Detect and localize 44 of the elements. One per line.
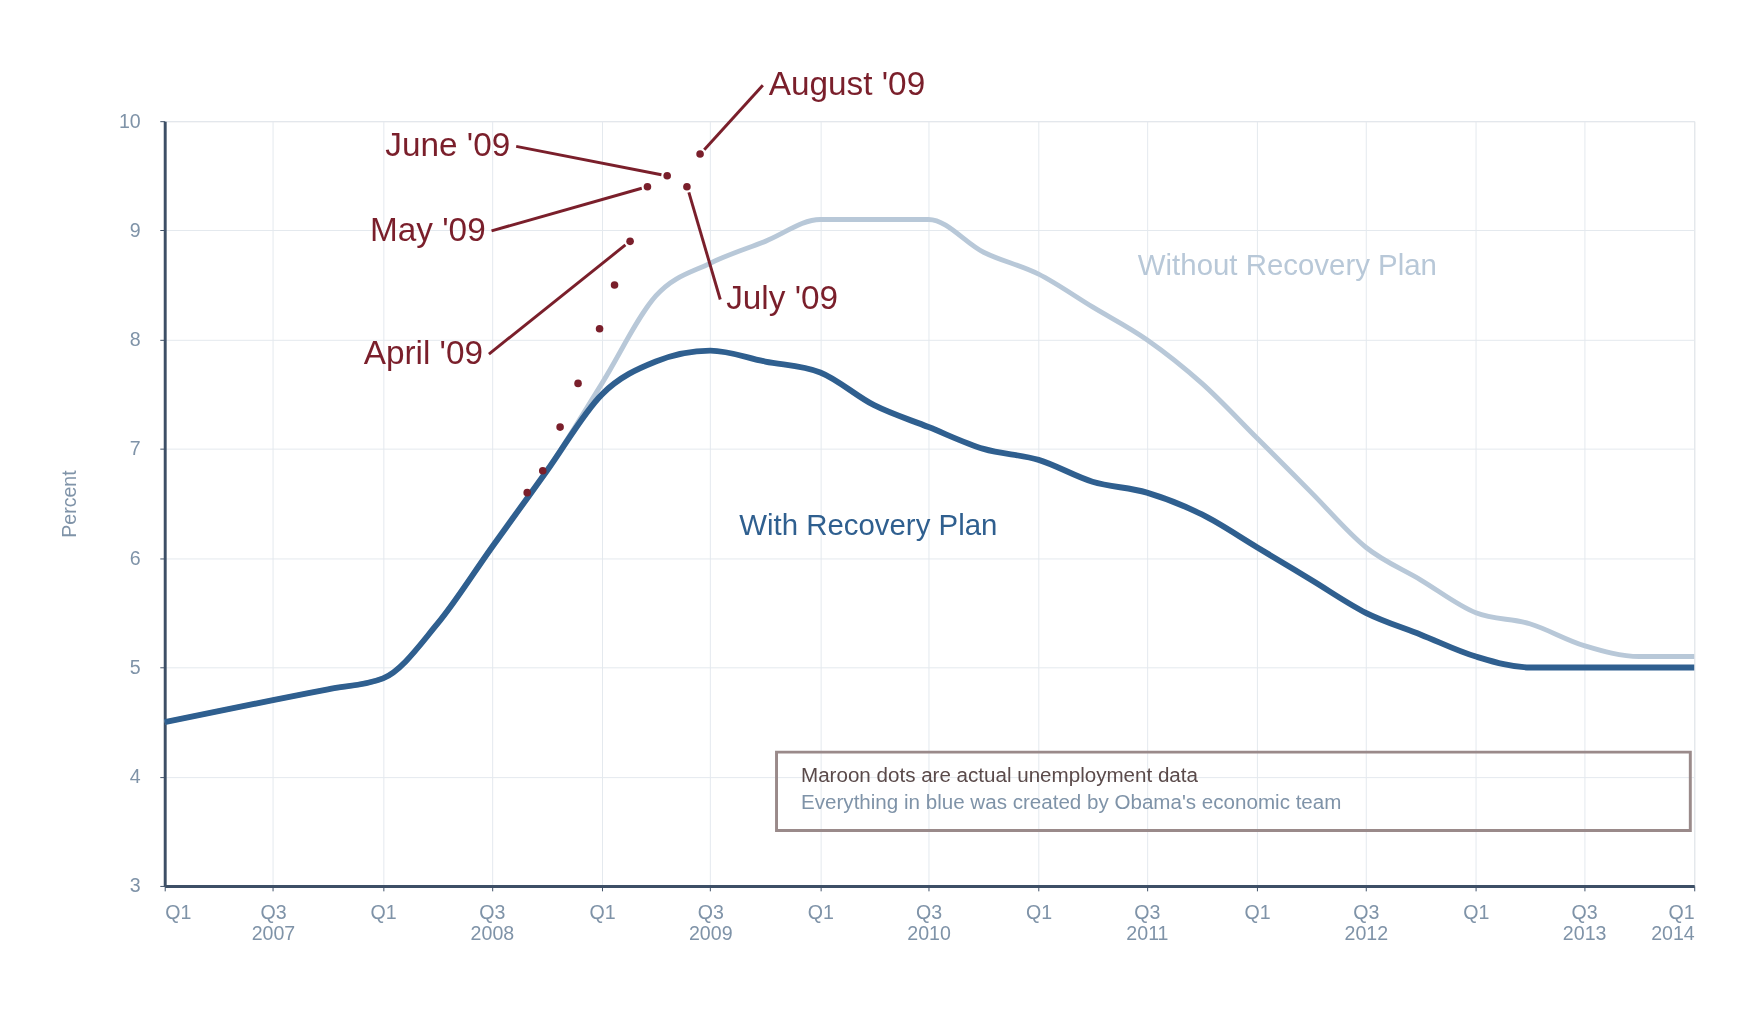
x-tick-label: Q1 bbox=[1244, 900, 1271, 923]
point bbox=[610, 281, 619, 289]
x-tick-label: Q1 bbox=[589, 900, 616, 923]
y-tick-label: 10 bbox=[118, 109, 141, 132]
point bbox=[626, 237, 634, 246]
annotation: Maroon dots are actual unemployment data bbox=[801, 762, 1199, 786]
annotation: August '09 bbox=[768, 65, 926, 103]
annotation: June '09 bbox=[385, 126, 511, 164]
series-label: Without Recovery Plan bbox=[1137, 248, 1437, 282]
x-tick-label: Q3 2010 bbox=[907, 900, 951, 945]
annotation: Everything in blue was created by Obama's economic team bbox=[801, 789, 1342, 813]
x-tick-label: Q1 bbox=[807, 900, 834, 923]
x-tick-label: Q1 bbox=[1463, 900, 1490, 923]
x-tick-label: Q1 2014 bbox=[1651, 900, 1695, 945]
x-tick-label: Q3 2012 bbox=[1344, 900, 1389, 945]
y-tick-label: 7 bbox=[129, 437, 141, 460]
point bbox=[574, 379, 582, 388]
y-tick-label: 9 bbox=[129, 218, 141, 241]
point bbox=[538, 467, 547, 475]
series-label: With Recovery Plan bbox=[739, 508, 998, 542]
point bbox=[556, 423, 564, 431]
x-tick-label: Q1 bbox=[165, 900, 192, 923]
point bbox=[523, 488, 531, 497]
annotation: May '09 bbox=[370, 210, 486, 248]
x-tick-label: Q1 bbox=[370, 900, 397, 923]
x-tick-label: Q3 2007 bbox=[251, 900, 296, 945]
y-tick-label: 4 bbox=[129, 765, 141, 788]
point bbox=[696, 150, 704, 158]
x-tick-label: Q1 bbox=[1026, 900, 1053, 923]
y-axis-title: Percent bbox=[57, 469, 80, 538]
x-tick-label: Q3 2008 bbox=[470, 900, 515, 945]
annotation: July '09 bbox=[726, 279, 839, 317]
x-tick-label: Q3 2013 bbox=[1562, 900, 1607, 945]
y-tick-label: 3 bbox=[129, 874, 141, 897]
x-tick-label: Q3 2011 bbox=[1126, 900, 1169, 945]
y-tick-label: 5 bbox=[129, 655, 141, 678]
y-tick-label: 8 bbox=[129, 328, 141, 351]
point bbox=[595, 324, 604, 333]
point bbox=[643, 182, 652, 191]
annotation: April '09 bbox=[363, 333, 484, 371]
y-tick-label: 6 bbox=[129, 546, 141, 569]
point bbox=[663, 172, 671, 180]
point bbox=[683, 182, 691, 191]
x-tick-label: Q3 2009 bbox=[688, 900, 733, 945]
